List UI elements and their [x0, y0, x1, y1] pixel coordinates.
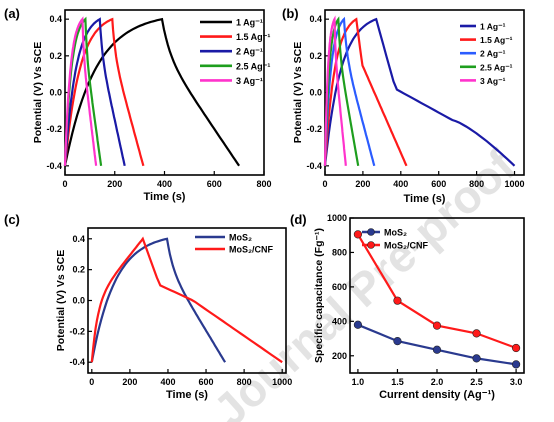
legend-label: 3 Ag⁻¹ [480, 76, 506, 86]
y-tick-label: 200 [332, 351, 347, 361]
x-tick-label: 600 [207, 179, 222, 189]
panel-label: (d) [290, 212, 307, 227]
series-line [63, 17, 241, 167]
y-tick-label: -0.2 [46, 124, 62, 134]
legend-label: MoS₂/CNF [384, 241, 428, 251]
x-axis-label: Time (s) [166, 389, 208, 401]
x-tick-label: 200 [107, 179, 122, 189]
x-tick-label: 1.0 [352, 377, 365, 387]
y-tick-label: 600 [332, 282, 347, 292]
y-tick-label: 400 [332, 316, 347, 326]
x-tick-label: 1.5 [391, 377, 404, 387]
y-tick-label: 0.0 [309, 88, 322, 98]
series-line [63, 17, 126, 167]
legend-label: 1 Ag⁻¹ [236, 18, 263, 28]
y-tick-label: 0.4 [309, 14, 322, 24]
x-tick-label: 0 [322, 179, 327, 189]
series-line [357, 323, 517, 366]
legend-label: 1.5 Ag⁻¹ [236, 32, 270, 42]
legend-label: 2.5 Ag⁻¹ [236, 61, 270, 71]
x-tick-label: 0 [89, 377, 94, 387]
y-tick-label: -0.2 [306, 124, 322, 134]
y-axis-label: Potential (V) Vs SCE [55, 250, 67, 352]
x-tick-label: 400 [157, 179, 172, 189]
x-tick-label: 400 [393, 179, 408, 189]
chart-panel-a: (a) 0 200 400 600 800 -0.4 -0.2 0.0 0.2 0.4 Time (s… [4, 6, 272, 203]
x-tick-label: 1000 [272, 377, 292, 387]
y-tick-label: -0.4 [46, 161, 62, 171]
legend-label: MoS₂ [229, 233, 252, 243]
x-tick-label: 600 [431, 179, 446, 189]
y-tick-label: 0.2 [49, 51, 62, 61]
legend-label: 2 Ag⁻¹ [236, 47, 263, 57]
x-axis-label: Time (s) [404, 193, 446, 205]
data-point [393, 337, 402, 346]
data-point [353, 320, 363, 329]
y-axis-label: Potential (V) Vs SCE [292, 42, 304, 144]
x-tick-label: 0 [62, 179, 67, 189]
legend-label: 3 Ag⁻¹ [236, 76, 263, 86]
y-tick-label: 1000 [327, 213, 347, 223]
data-point [472, 329, 481, 338]
series-line [63, 16, 98, 166]
chart-panel-b: (b) 0 200 400 600 800 1000 -0.4 -0.2 0.0 0.2 0.4 Tim… [282, 6, 525, 205]
legend-label: MoS₂ [384, 228, 407, 238]
series-line [323, 17, 408, 167]
y-tick-label: 0.2 [72, 265, 85, 275]
y-tick-label: -0.4 [306, 161, 322, 171]
legend-label: 1.5 Ag⁻¹ [480, 35, 513, 45]
x-tick-label: 2.5 [470, 377, 483, 387]
y-tick-label: -0.4 [69, 357, 85, 367]
legend-label: MoS₂/CNF [229, 245, 273, 255]
y-tick-label: -0.2 [69, 326, 85, 336]
series-line [323, 16, 360, 166]
x-axis-label: Time (s) [144, 191, 186, 203]
legend-marker [367, 241, 375, 249]
data-point [432, 321, 442, 330]
series-line [90, 236, 283, 364]
panel-label: (b) [282, 6, 299, 21]
chart-panel-d: (d) 1.0 1.5 2.0 2.5 3.0 200 400 600 800 1000 Curren… [290, 212, 525, 401]
data-point [393, 296, 402, 305]
data-point [353, 230, 363, 239]
x-tick-label: 400 [160, 377, 175, 387]
legend-marker [367, 228, 375, 236]
chart-panel-c: (c) 0 200 400 600 800 1000 -0.4 -0.2 0.0 0.2 0.4 Tim… [4, 212, 292, 401]
x-tick-label: 1000 [505, 179, 525, 189]
y-tick-label: 800 [332, 247, 347, 257]
series-line [323, 16, 376, 167]
y-axis-label: Potential (V) Vs SCE [32, 42, 44, 144]
x-tick-label: 800 [237, 377, 252, 387]
y-tick-label: 0.4 [49, 14, 62, 24]
x-tick-label: 3.0 [510, 377, 523, 387]
legend-label: 2 Ag⁻¹ [480, 49, 506, 59]
data-point [511, 343, 521, 353]
x-tick-label: 200 [355, 179, 370, 189]
series-line [63, 17, 145, 167]
x-tick-label: 800 [256, 179, 271, 189]
data-point [432, 345, 442, 354]
legend-label: 2.5 Ag⁻¹ [480, 62, 513, 72]
panel-label: (c) [4, 212, 20, 227]
data-point [511, 360, 521, 369]
y-tick-label: 0.4 [72, 234, 85, 244]
series-line [90, 237, 227, 363]
x-tick-label: 200 [122, 377, 137, 387]
x-axis-label: Current density (Ag⁻¹) [379, 389, 495, 401]
legend-label: 1 Ag⁻¹ [480, 22, 506, 32]
x-tick-label: 2.0 [431, 377, 444, 387]
series-line [323, 15, 347, 166]
y-tick-label: 0.0 [72, 296, 85, 306]
y-tick-label: 0.2 [309, 51, 322, 61]
y-axis-label: Specific capacitance (Fg⁻¹) [313, 228, 325, 363]
panel-label: (a) [4, 6, 20, 21]
data-point [472, 354, 481, 363]
y-tick-label: 0.0 [49, 88, 62, 98]
x-tick-label: 600 [199, 377, 214, 387]
x-tick-label: 800 [469, 179, 484, 189]
